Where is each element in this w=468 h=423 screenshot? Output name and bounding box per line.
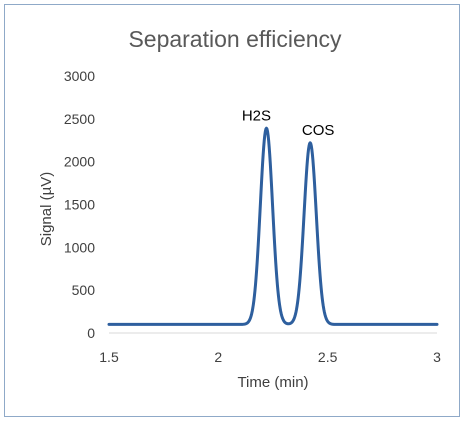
y-tick-label: 0 (87, 325, 95, 341)
chart-frame: Separation efficiency 0 500 1000 1500 2000 25… (4, 4, 460, 417)
peak-labels: H2S COS (242, 107, 335, 139)
x-axis-label: Time (min) (237, 374, 308, 391)
x-tick-label: 3 (433, 349, 441, 365)
y-tick-label: 3000 (64, 68, 95, 84)
y-axis-label: Signal (µV) (38, 172, 55, 247)
chart-title: Separation efficiency (128, 26, 342, 52)
x-tick-label: 1.5 (99, 349, 119, 365)
y-tick-label: 1500 (64, 197, 95, 213)
peak-label-cos: COS (302, 122, 335, 139)
y-axis-ticks: 0 500 1000 1500 2000 2500 3000 (64, 68, 95, 341)
chromatogram-chart: Separation efficiency 0 500 1000 1500 2000 25… (38, 26, 441, 391)
y-tick-label: 2500 (64, 111, 95, 127)
y-tick-label: 1000 (64, 239, 95, 255)
y-tick-label: 500 (72, 282, 96, 298)
x-tick-label: 2.5 (318, 349, 338, 365)
y-tick-label: 2000 (64, 154, 95, 170)
x-tick-label: 2 (214, 349, 222, 365)
peak-label-h2s: H2S (242, 107, 271, 124)
x-axis-ticks: 1.5 2 2.5 3 (99, 349, 441, 365)
signal-series-line (107, 126, 439, 326)
